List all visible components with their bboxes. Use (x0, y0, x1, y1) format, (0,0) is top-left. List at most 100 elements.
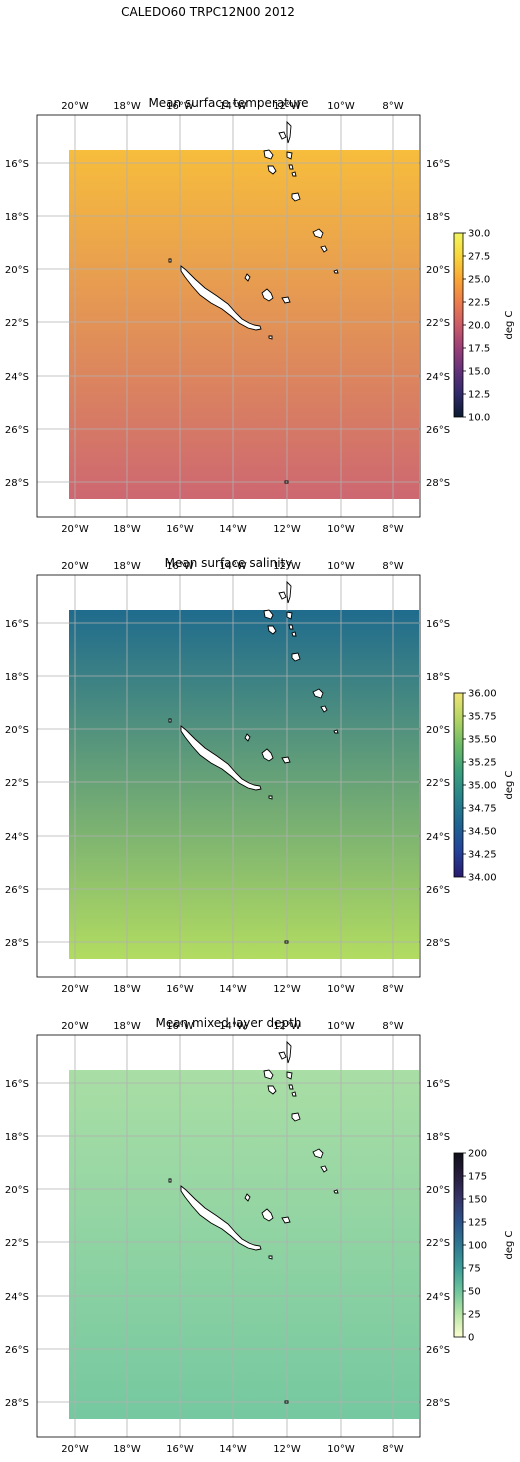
island-shape (286, 1071, 293, 1080)
map-frame (36, 574, 421, 978)
map-frame (36, 1034, 421, 1438)
island-shape (244, 733, 251, 742)
lat-tick-label-right: 24°S (426, 1292, 450, 1303)
lat-tick-label-left: 26°S (5, 425, 29, 436)
lon-tick-label-bottom: 14°W (219, 1444, 247, 1455)
island-shape (288, 1084, 294, 1090)
lon-tick-label-bottom: 10°W (327, 1444, 355, 1455)
colorbar (453, 232, 464, 418)
lon-tick-label-bottom: 14°W (219, 524, 247, 535)
lat-tick-label-right: 20°S (426, 725, 450, 736)
island-shape (261, 288, 274, 302)
lat-tick-label-right: 16°S (426, 1079, 450, 1090)
lon-tick-label-top: 16°W (166, 1021, 194, 1032)
colorbar-label: deg C (504, 310, 515, 339)
island-shape (284, 480, 289, 484)
island-shape (244, 1193, 251, 1202)
lat-tick-label-right: 28°S (426, 1398, 450, 1409)
map-frame (36, 114, 421, 518)
colorbar-tick-label: 25 (468, 1310, 481, 1321)
island-shape (312, 688, 324, 699)
lat-tick-label-left: 24°S (5, 832, 29, 843)
colorbar-tick-label: 35.25 (468, 758, 497, 769)
island-shape (320, 705, 328, 713)
lat-tick-label-left: 26°S (5, 885, 29, 896)
island-shape (244, 273, 251, 282)
lat-tick-label-right: 18°S (426, 212, 450, 223)
lon-tick-label-top: 20°W (61, 101, 89, 112)
colorbar-tick-label: 25.0 (468, 275, 490, 286)
island-shape (278, 131, 287, 140)
lon-tick-label-top: 20°W (61, 1021, 89, 1032)
lon-tick-label-bottom: 16°W (166, 984, 194, 995)
lon-tick-label-bottom: 16°W (166, 524, 194, 535)
lat-tick-label-right: 26°S (426, 425, 450, 436)
coastlines (168, 1040, 339, 1404)
lon-tick-label-bottom: 8°W (382, 984, 403, 995)
island-shape (180, 725, 262, 791)
island-shape (286, 151, 293, 160)
island-shape (312, 1148, 324, 1159)
island-shape (333, 729, 339, 734)
colorbar-tick-label: 200 (468, 1149, 487, 1160)
colorbar-tick-label: 100 (468, 1241, 487, 1252)
colorbar-tick-label: 34.00 (468, 873, 497, 884)
island-shape (291, 1091, 297, 1097)
colorbar-tick-label: 35.75 (468, 712, 497, 723)
colorbar-tick-label: 50 (468, 1287, 481, 1298)
lon-tick-label-top: 12°W (273, 561, 301, 572)
lat-tick-label-left: 16°S (5, 159, 29, 170)
island-shape (291, 171, 297, 177)
colorbar-tick-label: 34.75 (468, 804, 497, 815)
island-shape (168, 258, 172, 263)
island-shape (312, 228, 324, 239)
island-shape (261, 748, 274, 762)
colorbar-label: deg C (504, 770, 515, 799)
colorbar-tick-label: 35.00 (468, 781, 497, 792)
lat-tick-label-left: 16°S (5, 1079, 29, 1090)
lon-tick-label-top: 16°W (166, 101, 194, 112)
island-shape (333, 269, 339, 274)
panel-title: Mean surface salinity (164, 556, 293, 570)
island-shape (286, 611, 293, 620)
lat-tick-label-left: 20°S (5, 265, 29, 276)
lon-tick-label-top: 8°W (382, 1021, 403, 1032)
island-shape (263, 149, 274, 160)
lat-tick-label-right: 18°S (426, 672, 450, 683)
colorbar-tick-label: 35.50 (468, 735, 497, 746)
lat-tick-label-left: 18°S (5, 1132, 29, 1143)
colorbar-tick-label: 34.25 (468, 850, 497, 861)
lat-tick-label-left: 22°S (5, 1238, 29, 1249)
island-shape (284, 1400, 289, 1404)
coastlines (168, 120, 339, 484)
lat-tick-label-right: 20°S (426, 1185, 450, 1196)
lon-tick-label-bottom: 20°W (61, 1444, 89, 1455)
panel-title: Mean surface temperature (148, 96, 309, 110)
colorbar-tick-label: 27.5 (468, 252, 490, 263)
island-shape (288, 624, 294, 630)
lat-tick-label-left: 16°S (5, 619, 29, 630)
island-shape (291, 652, 301, 662)
colorbar (453, 692, 464, 878)
map-panel: 20°W 20°W 18°W 18°W 16°W 16°W 14°W 14°W 12°W 12°W… (5, 561, 515, 995)
lon-tick-label-top: 12°W (273, 1021, 301, 1032)
lat-tick-label-right: 16°S (426, 619, 450, 630)
lon-tick-label-top: 18°W (113, 561, 141, 572)
island-shape (268, 335, 273, 340)
lon-tick-label-bottom: 18°W (113, 524, 141, 535)
colorbar-label: deg C (504, 1230, 515, 1259)
colorbar-tick-label: 15.0 (468, 367, 490, 378)
coastlines (168, 580, 339, 944)
island-shape (286, 580, 292, 604)
lat-tick-label-left: 24°S (5, 1292, 29, 1303)
lat-tick-label-left: 26°S (5, 1345, 29, 1356)
lat-tick-label-left: 18°S (5, 672, 29, 683)
lat-tick-label-right: 22°S (426, 778, 450, 789)
lat-tick-label-right: 24°S (426, 372, 450, 383)
lon-tick-label-bottom: 20°W (61, 984, 89, 995)
island-shape (168, 718, 172, 723)
lat-tick-label-right: 26°S (426, 1345, 450, 1356)
colorbar-tick-label: 75 (468, 1264, 481, 1275)
island-shape (281, 296, 291, 304)
island-shape (284, 940, 289, 944)
